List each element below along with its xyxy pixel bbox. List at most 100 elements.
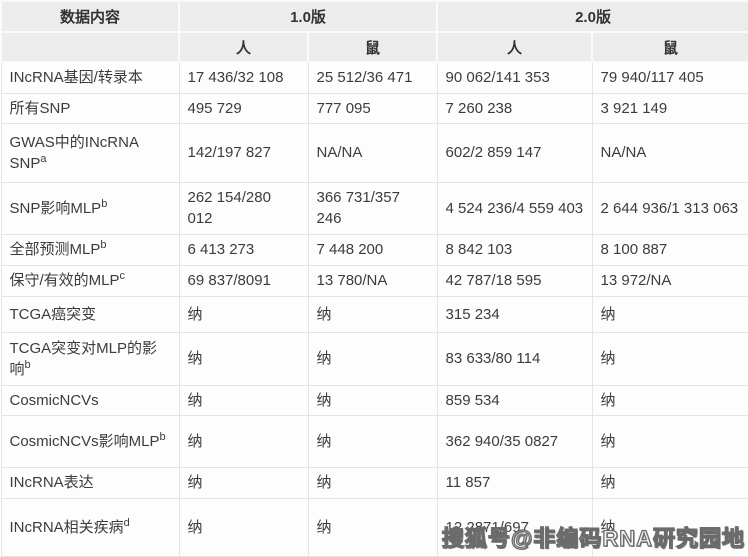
header-row-versions: 数据内容 1.0版 2.0版 xyxy=(0,0,748,33)
header-version-2: 2.0版 xyxy=(436,0,748,33)
header-v2-human: 人 xyxy=(436,31,594,63)
table-row: TCGA癌突变 纳 纳 315 234 纳 xyxy=(0,295,748,333)
table-row: GWAS中的INcRNA SNPa 142/197 827 NA/NA 602/… xyxy=(0,122,748,183)
cell-value: 纳 xyxy=(591,295,748,333)
cell-value: 纳 xyxy=(591,384,748,416)
table-row: TCGA突变对MLP的影响b 纳 纳 83 633/80 114 纳 xyxy=(0,331,748,386)
cell-value: 142/197 827 xyxy=(178,122,309,183)
table-row: CosmicNCVs 纳 纳 859 534 纳 xyxy=(0,384,748,416)
cell-value: 纳 xyxy=(307,331,438,386)
row-label-text: 保守/有效的MLP xyxy=(9,272,120,289)
row-label-sup: b xyxy=(24,358,31,371)
cell-value: 4 524 236/4 559 403 xyxy=(436,181,593,235)
table-row: INcRNA相关疾病d 纳 纳 12 2871/697 纳 xyxy=(0,497,748,557)
row-label-text: CosmicNCVs影响MLP xyxy=(9,432,160,450)
table-row: INcRNA表达 纳 纳 11 857 纳 xyxy=(0,466,748,499)
cell-value: 纳 xyxy=(178,466,309,499)
row-label-text: GWAS中的INcRNA SNP xyxy=(9,133,139,172)
row-label-text: TCGA突变对MLP的影响 xyxy=(9,339,158,378)
header-v2-mouse: 鼠 xyxy=(591,31,748,63)
cell-value: 83 633/80 114 xyxy=(436,331,593,386)
row-label-sup: b xyxy=(159,430,166,443)
row-label-sup: b xyxy=(101,197,108,210)
cell-value: 777 095 xyxy=(307,92,438,124)
cell-value: 859 534 xyxy=(436,384,593,416)
cell-value: 602/2 859 147 xyxy=(436,122,593,183)
cell-value: 纳 xyxy=(178,497,309,557)
cell-value: 79 940/117 405 xyxy=(591,61,748,94)
cell-value: 纳 xyxy=(178,384,309,416)
cell-value: 17 436/32 108 xyxy=(178,61,309,94)
row-label-text: CosmicNCVs xyxy=(9,391,99,409)
cell-value: 90 062/141 353 xyxy=(436,61,593,94)
cell-value: 7 448 200 xyxy=(307,233,438,266)
cell-value: 7 260 238 xyxy=(436,92,593,124)
cell-value: 495 729 xyxy=(178,92,309,124)
table-row: 全部预测MLPb 6 413 273 7 448 200 8 842 103 8… xyxy=(0,233,748,266)
cell-value: 13 780/NA xyxy=(307,264,438,297)
row-label-text: 所有SNP xyxy=(9,99,71,117)
row-label-text: INcRNA基因/转录本 xyxy=(9,69,143,87)
header-v1-human: 人 xyxy=(178,31,309,63)
cell-value: 69 837/8091 xyxy=(178,264,309,297)
row-label-text: INcRNA相关疾病 xyxy=(9,518,124,536)
row-label-sup: c xyxy=(119,270,126,282)
row-label: TCGA癌突变 xyxy=(0,295,180,333)
cell-value: 8 842 103 xyxy=(436,233,593,266)
row-label-text: SNP影响MLP xyxy=(9,199,102,217)
table-row: INcRNA基因/转录本 17 436/32 108 25 512/36 471… xyxy=(0,61,748,94)
row-label: CosmicNCVs影响MLPb xyxy=(0,414,180,468)
cell-value: 25 512/36 471 xyxy=(307,61,438,94)
cell-value: 262 154/280 012 xyxy=(178,181,309,235)
sohu-watermark: 搜狐号@非编码RNA研究园地 xyxy=(441,525,745,551)
cell-value: 3 921 149 xyxy=(591,92,748,124)
row-label-sup: d xyxy=(123,516,130,529)
row-label-text: 全部预测MLP xyxy=(9,241,101,258)
cell-value: 纳 xyxy=(591,497,748,557)
cell-value: 纳 xyxy=(307,466,438,499)
cell-value: 纳 xyxy=(178,295,309,333)
cell-value: 纳 xyxy=(178,331,309,386)
cell-value: 362 940/35 0827 xyxy=(436,414,593,468)
header-data-content: 数据内容 xyxy=(0,0,180,33)
table-row: CosmicNCVs影响MLPb 纳 纳 362 940/35 0827 纳 xyxy=(0,414,748,468)
row-label-text: INcRNA表达 xyxy=(9,474,94,491)
cell-value: 315 234 xyxy=(436,295,593,333)
row-label: INcRNA基因/转录本 xyxy=(0,61,180,94)
table-row: 保守/有效的MLPc 69 837/8091 13 780/NA 42 787/… xyxy=(0,264,748,297)
table-row: SNP影响MLPb 262 154/280 012 366 731/357 24… xyxy=(0,181,748,235)
cell-value: 2 644 936/1 313 063 xyxy=(591,181,748,235)
row-label: 保守/有效的MLPc xyxy=(0,264,180,297)
cell-value: 纳 xyxy=(307,497,438,557)
cell-value: NA/NA xyxy=(591,122,748,183)
row-label: GWAS中的INcRNA SNPa xyxy=(0,122,180,183)
header-v1-mouse: 鼠 xyxy=(306,31,439,63)
cell-value: 纳 xyxy=(591,466,748,499)
row-label: CosmicNCVs xyxy=(0,384,180,416)
row-label: INcRNA相关疾病d xyxy=(0,497,180,557)
cell-value: 纳 xyxy=(307,384,438,416)
cell-value: 13 972/NA xyxy=(591,264,748,297)
header-row-species: 人 鼠 人 鼠 xyxy=(0,31,748,63)
row-label-sup: a xyxy=(40,152,47,165)
cell-value: 纳 xyxy=(307,295,438,333)
cell-value: 6 413 273 xyxy=(178,233,309,266)
row-label: 所有SNP xyxy=(0,92,180,124)
cell-value: 纳 xyxy=(178,414,309,468)
row-label-sup: b xyxy=(100,239,107,251)
header-empty-cell xyxy=(0,31,180,63)
row-label: 全部预测MLPb xyxy=(0,233,180,266)
cell-value: 纳 xyxy=(591,331,748,386)
cell-value: 纳 xyxy=(591,414,748,468)
cell-value: 11 857 xyxy=(436,466,593,499)
cell-value: 42 787/18 595 xyxy=(436,264,593,297)
cell-value: 8 100 887 xyxy=(591,233,748,266)
row-label-text: TCGA癌突变 xyxy=(9,305,97,323)
cell-value: 366 731/357 246 xyxy=(307,181,438,235)
cell-value: NA/NA xyxy=(307,122,438,183)
cell-value: 纳 xyxy=(307,414,438,468)
table-row: 所有SNP 495 729 777 095 7 260 238 3 921 14… xyxy=(0,92,748,124)
cell-value: 12 2871/697 xyxy=(436,497,593,557)
row-label: SNP影响MLPb xyxy=(0,181,180,235)
